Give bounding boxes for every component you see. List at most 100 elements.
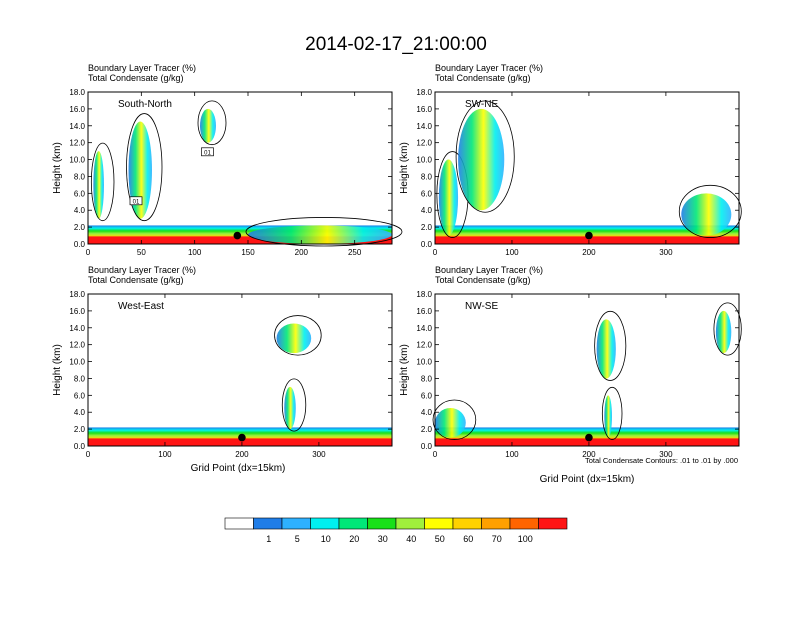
condensate-contour — [281, 378, 307, 432]
plot-frame — [87, 293, 393, 447]
y-axis-label: Height (km) — [399, 142, 410, 194]
condensate-contour — [90, 142, 115, 222]
colorbar-swatch — [281, 517, 311, 530]
x-tick-label: 0 — [86, 248, 91, 257]
panel-header-condensate: Total Condensate (g/kg) — [435, 73, 531, 83]
panel-label: NW-SE — [465, 301, 498, 312]
y-tick-label: 10.0 — [416, 358, 432, 367]
panel-label: South-North — [118, 99, 172, 110]
y-tick-label: 2.0 — [421, 425, 433, 434]
y-tick-label: 6.0 — [74, 391, 86, 400]
tracer-plume — [435, 408, 466, 438]
colorbar-swatch — [424, 517, 454, 530]
y-tick-label: 0.0 — [421, 240, 433, 249]
tracer-plume — [715, 310, 732, 354]
y-tick-label: 0.0 — [74, 442, 86, 451]
y-tick-label: 14.0 — [416, 122, 432, 131]
condensate-contour — [594, 310, 627, 381]
colorbar-swatch — [538, 517, 568, 530]
x-tick-label: 300 — [312, 450, 326, 459]
location-marker — [238, 433, 246, 442]
colorbar-label: 30 — [378, 534, 388, 544]
condensate-contour — [245, 217, 403, 247]
x-tick-label: 250 — [348, 248, 362, 257]
colorbar-label: 70 — [492, 534, 502, 544]
plot-frame — [434, 293, 740, 447]
colorbar-label: 1 — [266, 534, 271, 544]
colorbar-swatch — [338, 517, 368, 530]
contour-label: 01 — [133, 199, 140, 205]
x-tick-label: 100 — [505, 248, 519, 257]
x-tick-label: 0 — [433, 450, 438, 459]
panel-header-condensate: Total Condensate (g/kg) — [435, 275, 531, 285]
tracer-plume — [248, 225, 392, 244]
colorbar-swatch — [481, 517, 511, 530]
tracer-plume — [438, 159, 459, 236]
y-tick-label: 2.0 — [74, 223, 86, 232]
y-tick-label: 6.0 — [421, 189, 433, 198]
y-tick-label: 10.0 — [69, 358, 85, 367]
x-tick-label: 50 — [137, 248, 146, 257]
y-tick-label: 18.0 — [69, 290, 85, 299]
colorbar-swatch — [253, 517, 283, 530]
location-marker — [585, 433, 593, 442]
tracer-plume — [596, 319, 616, 379]
x-tick-label: 100 — [158, 450, 172, 459]
y-tick-label: 0.0 — [74, 240, 86, 249]
y-tick-label: 18.0 — [69, 88, 85, 97]
y-tick-label: 2.0 — [421, 223, 433, 232]
location-marker — [233, 231, 242, 240]
y-tick-label: 16.0 — [416, 105, 432, 114]
y-tick-label: 6.0 — [74, 189, 86, 198]
tracer-plume — [200, 108, 216, 143]
colorbar-swatch — [310, 517, 340, 530]
y-tick-label: 10.0 — [69, 156, 85, 165]
x-tick-label: 100 — [505, 450, 519, 459]
panel-top-left: Boundary Layer Tracer (%)Total Condensat… — [52, 63, 403, 257]
tracer-plume — [128, 121, 152, 219]
x-axis-label-left: Grid Point (dx=15km) — [191, 463, 286, 474]
y-tick-label: 16.0 — [416, 307, 432, 316]
plot-area — [435, 294, 739, 446]
panel-top-right: Boundary Layer Tracer (%)Total Condensat… — [399, 63, 742, 257]
tracer-plume — [276, 323, 312, 354]
y-tick-label: 8.0 — [74, 172, 86, 181]
colorbar-swatch — [367, 517, 397, 530]
y-tick-label: 12.0 — [69, 139, 85, 148]
panel-header-tracer: Boundary Layer Tracer (%) — [435, 265, 543, 275]
x-tick-label: 0 — [433, 248, 438, 257]
surface-layer-band — [88, 438, 392, 446]
tracer-plume — [93, 151, 104, 219]
figure-title: 2014-02-17_21:00:00 — [305, 34, 487, 55]
y-tick-label: 12.0 — [69, 341, 85, 350]
colorbar-label: 10 — [321, 534, 331, 544]
y-tick-label: 18.0 — [416, 88, 432, 97]
condensate-contour — [713, 302, 742, 356]
y-tick-label: 8.0 — [74, 374, 86, 383]
location-marker — [585, 231, 593, 240]
panel-bottom-left: Boundary Layer Tracer (%)Total Condensat… — [52, 265, 393, 459]
y-tick-label: 18.0 — [416, 290, 432, 299]
y-tick-label: 14.0 — [416, 324, 432, 333]
tracer-plume — [604, 395, 613, 438]
colorbar-label: 100 — [518, 534, 533, 544]
plot-frame — [87, 91, 393, 245]
contour-footnote: Total Condensate Contours: .01 to .01 by… — [585, 456, 738, 465]
colorbar-label: 50 — [435, 534, 445, 544]
y-axis-label: Height (km) — [399, 344, 410, 396]
tracer-plume — [681, 193, 732, 236]
y-tick-label: 4.0 — [421, 206, 433, 215]
contour-label: 01 — [204, 150, 211, 156]
x-tick-label: 200 — [295, 248, 309, 257]
condensate-contour — [455, 100, 515, 213]
panel-header-tracer: Boundary Layer Tracer (%) — [435, 63, 543, 73]
colorbar-label: 60 — [463, 534, 473, 544]
y-axis-label: Height (km) — [52, 344, 63, 396]
condensate-contour — [432, 399, 477, 440]
contour-label-box — [129, 196, 143, 206]
x-axis-label-right: Grid Point (dx=15km) — [540, 474, 635, 485]
y-tick-label: 4.0 — [74, 206, 86, 215]
x-tick-label: 150 — [241, 248, 255, 257]
contour-label-box — [201, 147, 214, 157]
